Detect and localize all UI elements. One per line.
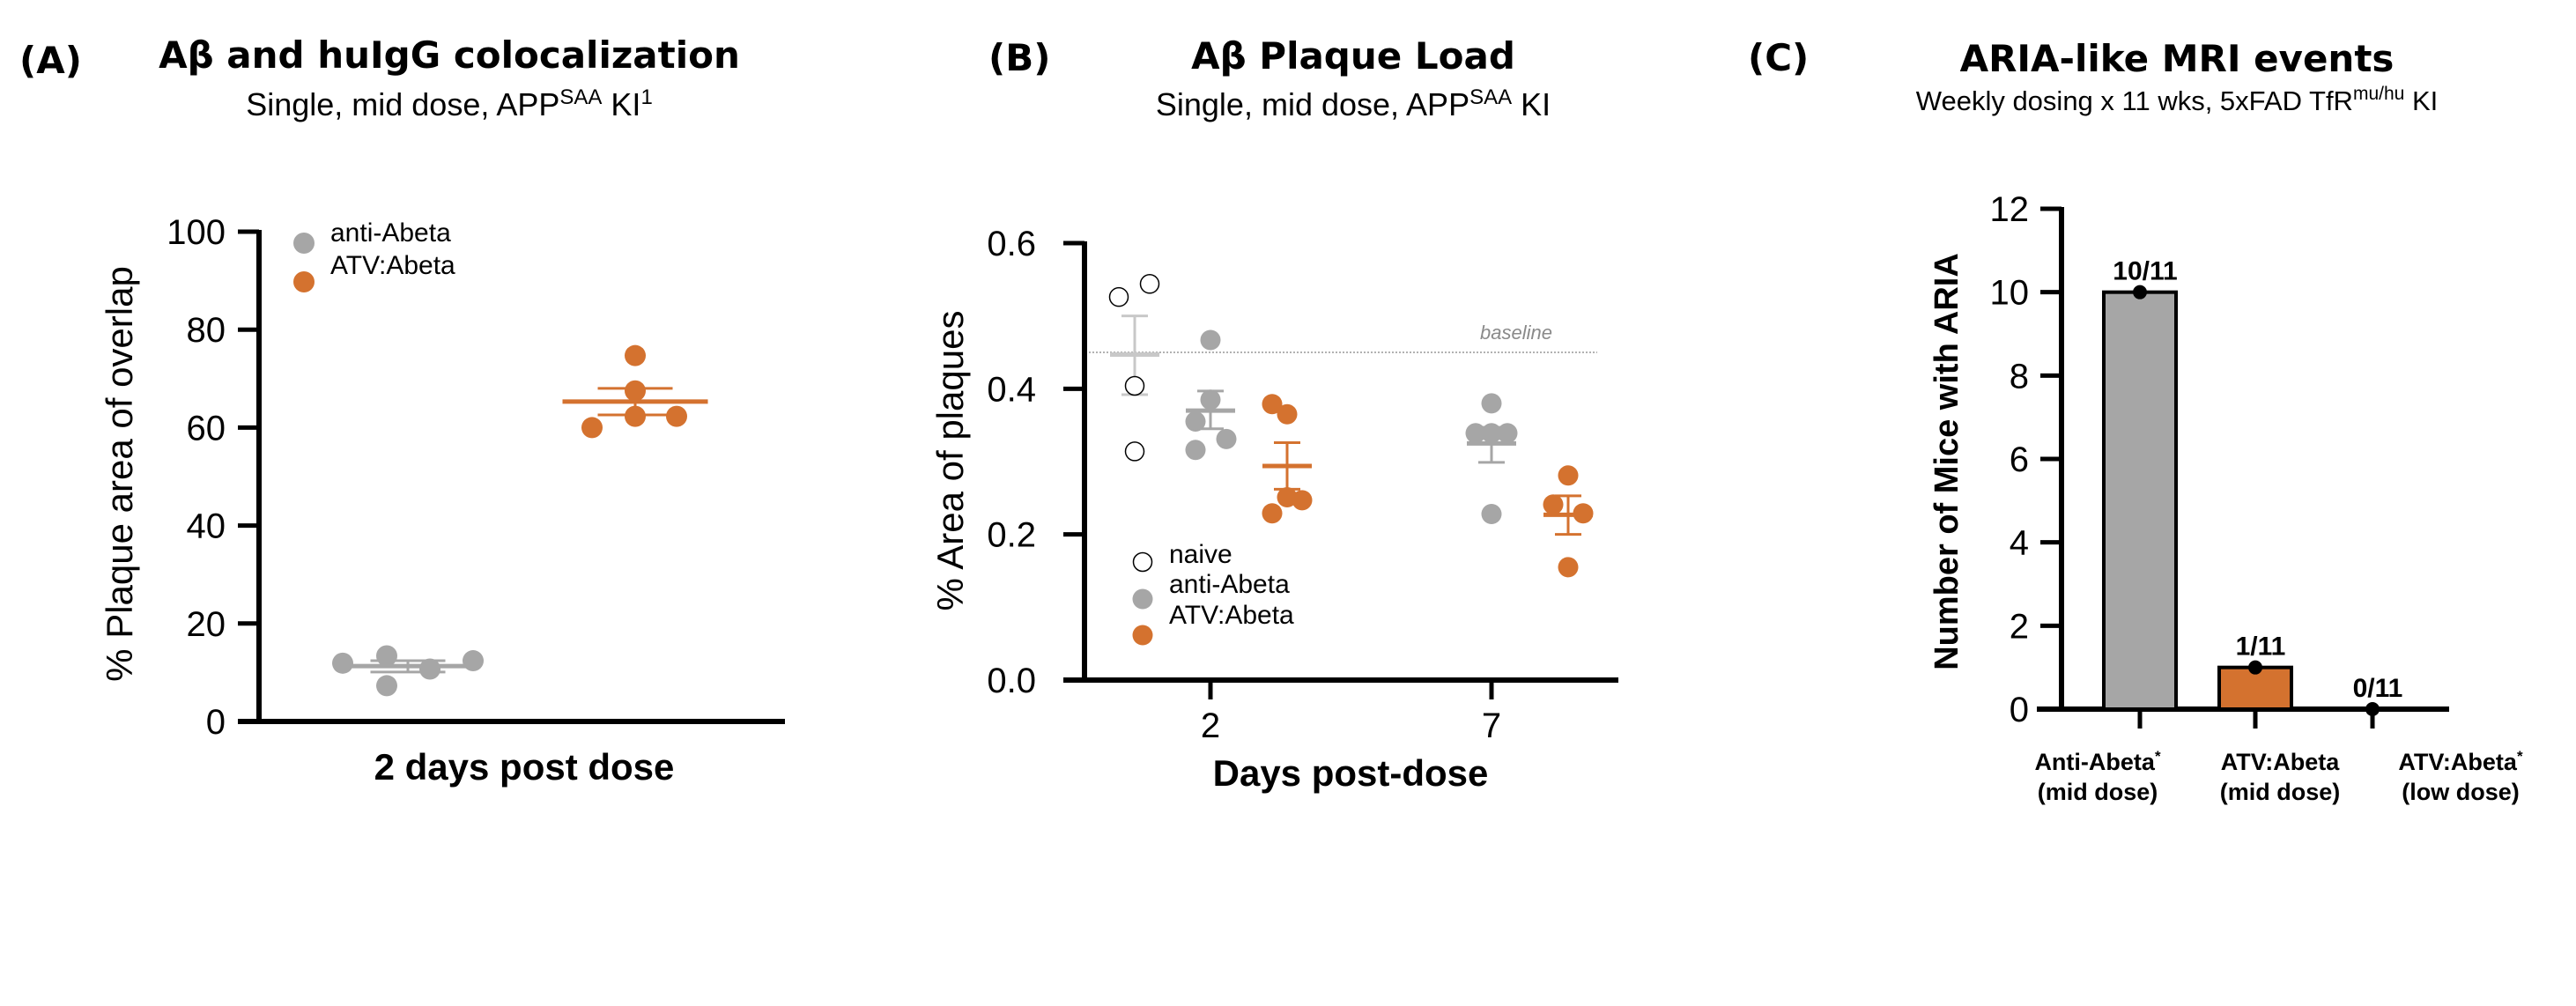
panel-a-y-tick-label: 80 (187, 311, 226, 350)
panel-b-title: Aβ Plaque Load (1191, 34, 1515, 78)
panel-b-x-axis-label: Days post-dose (1213, 752, 1489, 794)
panel-a-point (463, 650, 484, 672)
category-label-line2: (low dose) (2402, 779, 2520, 805)
legend-label: ATV:Abeta (330, 251, 455, 280)
panel-b-point (1465, 423, 1486, 444)
legend-marker (1132, 588, 1153, 610)
legend-label: ATV:Abeta (1169, 601, 1294, 630)
panel-b-point (1292, 490, 1313, 511)
panel-c-subtitle: Weekly dosing x 11 wks, 5xFAD TfRmu/hu K… (1916, 84, 2438, 116)
panel-a-y-tick-label: 100 (167, 213, 226, 252)
panel-b-point (1277, 487, 1298, 508)
panel-b-point (1481, 393, 1502, 414)
panel-b-point (1262, 394, 1283, 415)
panel-b-subtitle: Single, mid dose, APPSAA KI (1156, 85, 1551, 122)
panel-a-point (625, 344, 646, 366)
panel-a-x-axis-label: 2 days post dose (374, 746, 675, 788)
panel-a-point (376, 645, 397, 667)
panel-c-title: ARIA-like MRI events (1960, 37, 2395, 80)
panel-b-y-tick-label: 0.0 (987, 662, 1036, 700)
panel-a-point (625, 380, 646, 402)
panel-a-tag: (A) (19, 39, 82, 82)
bar-data-label: 10/11 (2113, 257, 2177, 286)
panel-a-y-tick-label: 0 (206, 703, 226, 742)
panel-a-y-axis-label: % Plaque area of overlap (99, 266, 140, 682)
category-label: Anti-Abeta* (2034, 748, 2161, 775)
legend-label: anti-Abeta (1169, 570, 1290, 599)
panel-b-point (1200, 389, 1221, 411)
panel-b-point (1200, 329, 1221, 351)
panel-b-point (1185, 411, 1206, 433)
legend-marker (293, 271, 315, 292)
panel-a-point (332, 652, 353, 674)
panel-a-title: Aβ and huIgG colocalization (159, 33, 740, 77)
category-label-line2: (mid dose) (2220, 779, 2341, 805)
panel-a-point (376, 675, 397, 697)
panel-a-subtitle: Single, mid dose, APPSAA KI1 (246, 85, 653, 122)
panel-b-point (1558, 465, 1579, 486)
bar-point (2365, 702, 2380, 716)
panel-b-point (1481, 504, 1502, 525)
panel-a-point (625, 405, 646, 427)
category-label: ATV:Abeta* (2398, 748, 2523, 775)
panel-b-x-tick-label: 2 (1201, 706, 1220, 745)
category-label-line2: (mid dose) (2038, 779, 2158, 805)
panel-a-point (581, 417, 603, 439)
panel-c-y-tick-label: 8 (2010, 357, 2029, 396)
panel-a-y-tick-label: 20 (187, 605, 226, 644)
panel-b-point (1139, 274, 1160, 294)
panel-c-y-tick-label: 6 (2010, 440, 2029, 479)
legend-marker (1132, 551, 1153, 573)
panel-a-point (666, 405, 687, 427)
panel-b-point (1497, 423, 1518, 444)
bar-point (2133, 285, 2147, 300)
panel-b-tag: (B) (988, 36, 1050, 79)
panel-b-point (1481, 423, 1502, 444)
panel-b-point (1108, 286, 1129, 307)
legend-marker (293, 233, 315, 254)
panel-b-x-tick-label: 7 (1482, 706, 1501, 745)
panel-b-y-tick-label: 0.6 (987, 225, 1036, 263)
bar-data-label: 0/11 (2353, 674, 2403, 703)
panel-b-point (1216, 428, 1237, 449)
panel-b-point (1124, 375, 1145, 396)
bar (2102, 290, 2178, 711)
panel-b-point (1277, 403, 1298, 425)
panel-b-point (1124, 441, 1145, 462)
bar-data-label: 1/11 (2236, 632, 2286, 662)
panel-c-y-tick-label: 2 (2010, 607, 2029, 646)
panel-c-y-axis-label: Number of Mice with ARIA (1928, 253, 1965, 670)
panel-a-point (419, 658, 440, 680)
panel-a-y-tick-label: 60 (187, 409, 226, 448)
panel-b-point (1543, 494, 1564, 515)
panel-b-point (1558, 557, 1579, 578)
legend-label: naive (1169, 540, 1232, 569)
panel-a-plot: 0 20 40 60 80 100 anti-Abeta ATV:Abeta (167, 213, 785, 742)
panel-b-y-tick-label: 0.4 (987, 370, 1036, 409)
panel-b-point (1185, 440, 1206, 461)
legend-label: anti-Abeta (330, 218, 451, 248)
legend-marker (1132, 625, 1153, 646)
panel-b-y-tick-label: 0.2 (987, 516, 1036, 555)
category-label: ATV:Abeta (2221, 749, 2340, 775)
panel-b-y-axis-label: % Area of plaques (929, 311, 971, 611)
panel-c-tag: (C) (1748, 36, 1809, 79)
panel-b-point (1573, 503, 1594, 524)
bar-point (2248, 660, 2262, 675)
panel-b-point (1262, 503, 1283, 524)
panel-a-y-tick-label: 40 (187, 507, 226, 546)
panel-c-y-tick-label: 10 (1990, 274, 2030, 313)
baseline-label: baseline (1480, 322, 1552, 344)
panel-c-y-tick-label: 0 (2010, 691, 2029, 729)
panel-c-y-tick-label: 12 (1990, 190, 2030, 229)
panel-c-plot: 0 2 4 6 8 10 12 10/11 Anti-Abeta* (mid dose) 1/11 A… (1990, 190, 2523, 805)
panel-c-y-tick-label: 4 (2010, 524, 2029, 563)
